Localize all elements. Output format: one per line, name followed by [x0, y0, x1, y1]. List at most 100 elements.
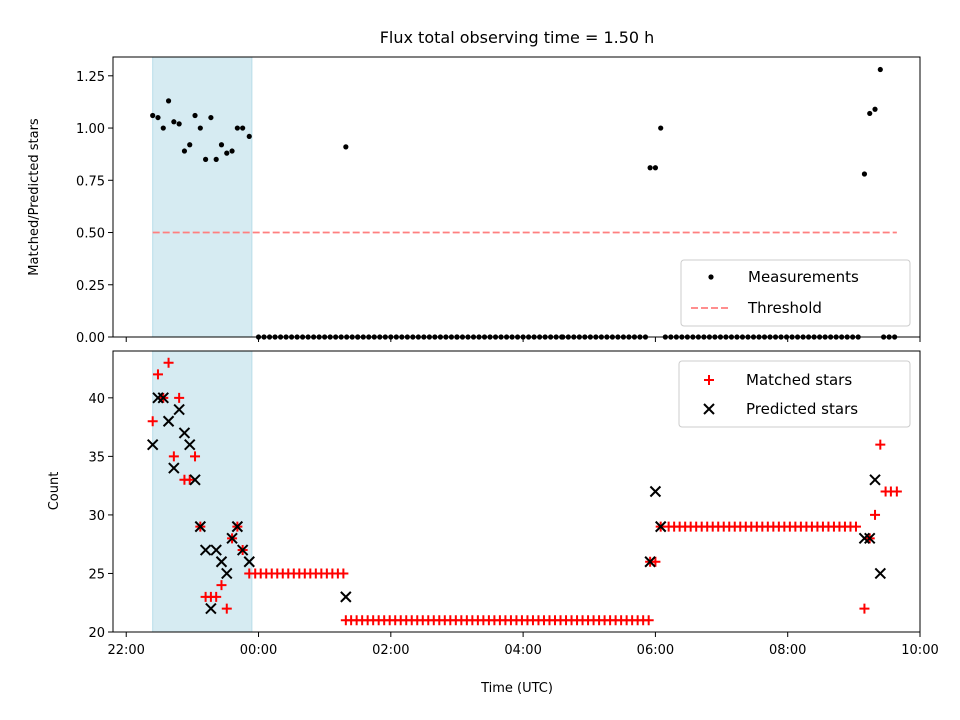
measurement-point	[706, 334, 713, 340]
legend-predicted-label: Predicted stars	[746, 400, 858, 418]
measurement-point	[642, 334, 649, 340]
predicted-star-point	[173, 403, 185, 416]
predicted-star-point	[236, 544, 249, 556]
measurement-point	[187, 142, 193, 148]
measurement-point	[867, 110, 873, 117]
measurement-point	[537, 334, 543, 340]
predicted-star-point	[340, 591, 352, 603]
predicted-star-point	[215, 556, 228, 568]
measurement-point	[778, 334, 784, 340]
measurement-point	[316, 334, 322, 340]
top-ytick-label: 1.00	[76, 122, 105, 137]
matched-star-point	[891, 486, 902, 497]
measurement-point	[817, 334, 823, 340]
measurement-point	[311, 334, 317, 340]
measurement-point	[548, 334, 554, 340]
measurement-point	[892, 334, 898, 340]
measurement-point	[288, 334, 295, 340]
measurement-point	[283, 334, 289, 340]
measurement-point	[872, 106, 878, 112]
measurement-point	[448, 334, 455, 340]
predicted-star-point	[189, 474, 201, 486]
measurement-point	[322, 334, 328, 340]
matched-star-point	[174, 392, 185, 403]
measurement-point	[421, 334, 427, 340]
measurement-point	[327, 334, 333, 340]
measurement-point	[609, 334, 615, 340]
measurement-point	[218, 142, 225, 148]
top-y-axis-label: Matched/Predicted stars	[27, 118, 42, 276]
measurement-point	[828, 334, 834, 340]
bottom-ytick-label: 30	[88, 509, 105, 524]
bottom-panel: 20 25 30 35 40 22:00 00:00 02:00 04:00 06:00 08:00…	[88, 350, 939, 658]
measurement-point	[266, 334, 273, 340]
measurement-point	[839, 334, 845, 340]
measurement-point	[333, 334, 339, 340]
measurement-point	[459, 334, 466, 340]
measurement-point	[355, 334, 361, 340]
measurement-point	[349, 334, 355, 340]
measurement-point	[229, 148, 235, 154]
measurement-point	[426, 334, 432, 340]
measurement-point	[805, 334, 812, 340]
measurement-point	[509, 334, 515, 340]
legend-predicted-marker	[703, 403, 715, 415]
bottom-y-axis-label: Count	[47, 472, 62, 511]
measurement-point	[366, 334, 372, 340]
measurement-point	[203, 156, 209, 162]
bottom-ytick-label: 25	[88, 567, 105, 582]
top-ytick-label: 1.25	[76, 70, 105, 85]
measurement-point	[695, 334, 701, 340]
measurement-point	[560, 334, 566, 340]
matched-star-point	[850, 521, 861, 532]
measurement-point	[750, 334, 757, 340]
measurement-point	[404, 334, 410, 340]
measurement-point	[261, 334, 267, 340]
predicted-star-point	[194, 520, 207, 533]
matched-star-point	[650, 556, 661, 567]
measurement-point	[728, 334, 735, 340]
measurement-point	[542, 334, 548, 340]
measurement-point	[197, 125, 203, 131]
measurement-point	[525, 334, 532, 340]
matched-star-point	[152, 369, 163, 380]
xtick-label: 06:00	[637, 643, 674, 658]
predicted-star-point	[210, 544, 222, 556]
measurement-point	[647, 165, 653, 171]
measurement-point	[877, 66, 883, 73]
bottom-ytick-label: 35	[88, 450, 105, 465]
measurement-point	[658, 125, 664, 131]
measurement-point	[717, 334, 724, 340]
measurement-point	[338, 334, 344, 340]
measurement-point	[165, 98, 172, 104]
measurement-point	[615, 334, 621, 340]
xtick-label: 00:00	[240, 643, 277, 658]
predicted-star-point	[869, 474, 881, 486]
xtick-label: 10:00	[901, 643, 938, 658]
measurement-point	[498, 334, 504, 340]
measurement-point	[620, 334, 627, 340]
measurement-point	[576, 334, 582, 340]
predicted-star-point	[243, 556, 255, 568]
x-axis-label: Time (UTC)	[480, 681, 553, 696]
measurement-point	[739, 334, 746, 340]
measurement-point	[470, 334, 477, 340]
predicted-star-point	[226, 532, 238, 545]
measurement-point	[794, 334, 801, 340]
predicted-star-point	[864, 532, 876, 545]
predicted-star-point	[199, 544, 212, 556]
predicted-star-point	[184, 438, 196, 451]
xtick-label: 22:00	[107, 643, 144, 658]
predicted-star-point	[157, 392, 169, 404]
xtick-label: 02:00	[372, 643, 409, 658]
matched-star-point	[211, 591, 222, 602]
measurement-point	[684, 334, 690, 340]
measurement-point	[415, 334, 421, 340]
matched-star-point	[163, 357, 174, 368]
measurement-point	[388, 334, 394, 340]
measurement-point	[598, 334, 604, 340]
measurement-point	[443, 334, 449, 340]
measurement-point	[571, 334, 577, 340]
measurement-point	[176, 121, 182, 127]
legend-threshold-label: Threshold	[747, 299, 822, 317]
